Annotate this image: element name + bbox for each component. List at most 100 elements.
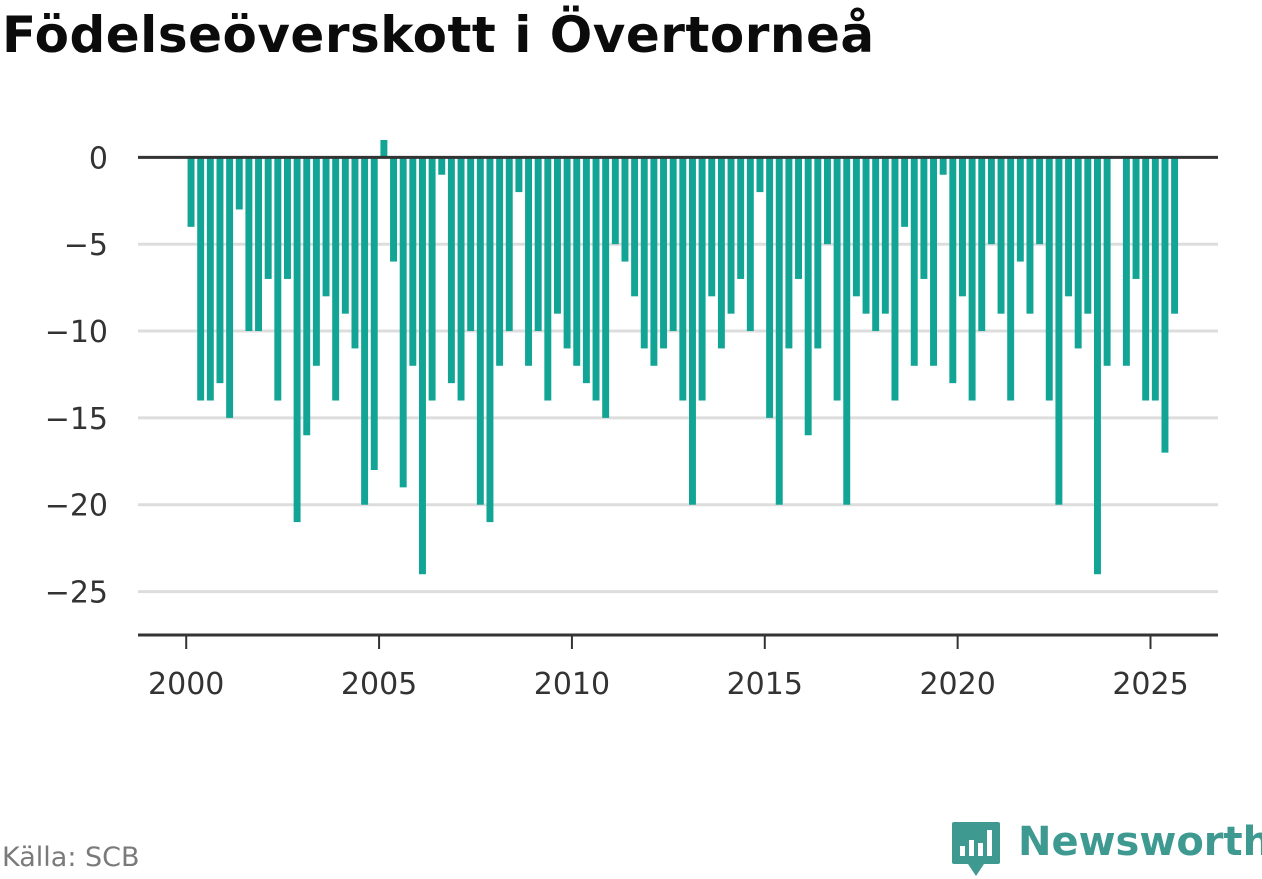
bar xyxy=(534,157,542,332)
bar xyxy=(563,157,571,349)
bar xyxy=(332,157,340,401)
newsworthy-logo-icon xyxy=(952,822,1000,876)
bar xyxy=(1084,157,1092,314)
bar xyxy=(852,157,860,297)
bar xyxy=(650,157,658,366)
bar xyxy=(1065,157,1073,297)
bar xyxy=(370,157,378,471)
bar xyxy=(930,157,938,366)
bar xyxy=(197,157,205,401)
x-axis-labels: 2000 2005 2010 2015 2020 2025 xyxy=(148,667,1189,702)
bar xyxy=(409,157,417,366)
x-tick-label: 2015 xyxy=(727,667,803,702)
bar xyxy=(255,157,263,332)
bar xyxy=(949,157,957,384)
bar xyxy=(756,157,764,193)
bar xyxy=(698,157,706,401)
bar xyxy=(553,157,561,314)
bar xyxy=(766,157,774,418)
bar xyxy=(245,157,253,332)
bar xyxy=(785,157,793,349)
bar xyxy=(640,157,648,349)
bar xyxy=(312,157,320,366)
bar xyxy=(1045,157,1053,401)
bar xyxy=(341,157,349,314)
bar xyxy=(688,157,696,505)
x-tick-label: 2010 xyxy=(534,667,610,702)
y-tick-label: −10 xyxy=(45,315,108,350)
bar xyxy=(611,157,619,245)
bar xyxy=(1026,157,1034,314)
bar xyxy=(486,157,494,523)
bar xyxy=(775,157,783,505)
bar xyxy=(823,157,831,245)
bar xyxy=(708,157,716,297)
bar xyxy=(872,157,880,332)
bar xyxy=(226,157,234,418)
bar xyxy=(1151,157,1159,401)
bar xyxy=(447,157,455,384)
bar xyxy=(746,157,754,332)
bar xyxy=(428,157,436,401)
bar xyxy=(380,140,388,158)
y-tick-label: −25 xyxy=(45,576,108,611)
bar xyxy=(939,157,947,175)
bar xyxy=(1016,157,1024,262)
bar xyxy=(187,157,195,227)
bar xyxy=(418,157,426,575)
x-tick-label: 2025 xyxy=(1112,667,1188,702)
bar-chart: 0 −5 −10 −15 −20 −25 2000 2005 2010 2015 2020 2025 xyxy=(45,140,1218,702)
bar xyxy=(833,157,841,401)
y-tick-label: −5 xyxy=(64,228,108,263)
bar xyxy=(525,157,533,366)
bar xyxy=(631,157,639,297)
bar xyxy=(216,157,224,384)
bar xyxy=(264,157,272,279)
bar xyxy=(496,157,504,366)
bar xyxy=(351,157,359,349)
bar xyxy=(1093,157,1101,575)
y-tick-label: 0 xyxy=(89,141,108,176)
bar xyxy=(390,157,398,262)
bar xyxy=(1132,157,1140,279)
bar xyxy=(476,157,484,505)
bar xyxy=(804,157,812,436)
bar xyxy=(843,157,851,505)
bar xyxy=(727,157,735,314)
bar xyxy=(910,157,918,366)
bar xyxy=(679,157,687,401)
y-axis-labels: 0 −5 −10 −15 −20 −25 xyxy=(45,141,108,610)
bar xyxy=(505,157,513,332)
x-axis-ticks xyxy=(185,635,1152,649)
bar xyxy=(206,157,214,401)
bar xyxy=(795,157,803,279)
bar xyxy=(361,157,369,505)
bars xyxy=(187,140,1179,575)
bar xyxy=(592,157,600,401)
bar xyxy=(1007,157,1015,401)
x-tick-label: 2020 xyxy=(919,667,995,702)
bar xyxy=(737,157,745,279)
bar xyxy=(997,157,1005,314)
x-tick-label: 2005 xyxy=(341,667,417,702)
bar xyxy=(293,157,301,523)
bar xyxy=(717,157,725,349)
bar xyxy=(891,157,899,401)
bar xyxy=(621,157,629,262)
source-note: Källa: SCB xyxy=(2,842,140,873)
bar xyxy=(987,157,995,245)
bar xyxy=(573,157,581,366)
bar xyxy=(968,157,976,401)
bar xyxy=(457,157,465,401)
bar xyxy=(274,157,282,401)
bar xyxy=(862,157,870,314)
bar xyxy=(881,157,889,314)
bar xyxy=(602,157,610,418)
bar xyxy=(235,157,243,210)
brand-logo: Newsworthy xyxy=(950,817,1262,879)
bar xyxy=(1122,157,1130,366)
brand-name: Newsworthy xyxy=(1018,819,1262,865)
bar xyxy=(544,157,552,401)
chart-title: Födelseöverskott i Övertorneå xyxy=(2,6,875,64)
bar xyxy=(660,157,668,349)
